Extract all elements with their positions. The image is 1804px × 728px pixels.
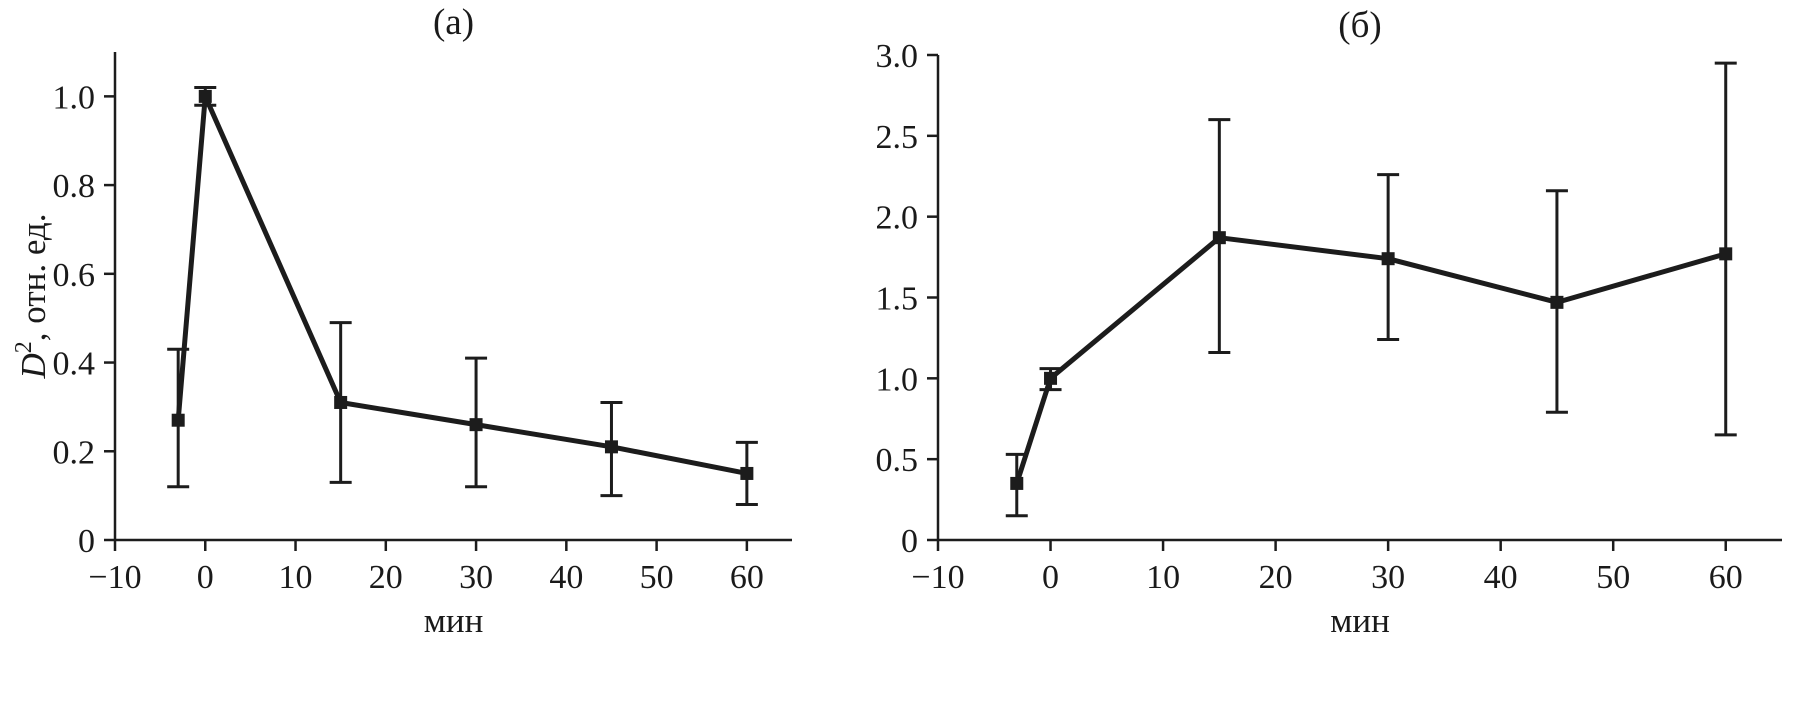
chart-panel-b: −10 0 10 20 30 40 50 6000.51.01.52.02.53.0(б)ми… xyxy=(876,5,1782,640)
chart-panel-a: −10 0 10 20 30 40 50 6000.20.40.60.81.0(а)минD2… xyxy=(11,2,792,640)
y-tick-label: 0 xyxy=(901,523,918,560)
x-tick-label: 40 xyxy=(1484,559,1518,596)
y-tick-label: 1.0 xyxy=(876,361,919,398)
x-tick-label: 10 xyxy=(279,559,313,596)
panel-title: (а) xyxy=(433,2,474,43)
x-tick-label: 0 xyxy=(1042,559,1059,596)
data-point xyxy=(1381,252,1395,266)
x-tick-label: 30 xyxy=(459,559,493,596)
y-tick-label: 0 xyxy=(78,523,95,560)
panel-title: (б) xyxy=(1338,5,1381,46)
data-point xyxy=(1212,231,1226,245)
x-tick-label: 40 xyxy=(549,559,583,596)
series-D2-relative xyxy=(1005,61,1737,518)
x-tick-label: 20 xyxy=(369,559,403,596)
data-line xyxy=(1014,235,1729,486)
y-tick-label: 1.0 xyxy=(53,79,96,116)
x-tick-label: −10 xyxy=(88,559,141,596)
data-point xyxy=(1550,295,1564,309)
y-tick-label: 2.0 xyxy=(876,200,919,237)
x-tick-label: 60 xyxy=(1709,559,1743,596)
data-point xyxy=(171,413,185,427)
x-tick-label: 0 xyxy=(197,559,214,596)
x-tick-label: 20 xyxy=(1259,559,1293,596)
x-tick-label: 50 xyxy=(1596,559,1630,596)
data-point xyxy=(604,440,618,454)
y-tick-label: 2.5 xyxy=(876,119,919,156)
y-tick-label: 0.4 xyxy=(53,346,96,383)
data-point xyxy=(1010,476,1024,490)
x-axis-label: мин xyxy=(424,601,484,640)
x-tick-label: 30 xyxy=(1371,559,1405,596)
x-tick-label: 10 xyxy=(1146,559,1180,596)
x-tick-label: 50 xyxy=(640,559,674,596)
y-axis-label: D2, отн. ед. xyxy=(11,214,53,380)
x-axis-label: мин xyxy=(1330,601,1390,640)
data-point xyxy=(334,395,348,409)
data-point xyxy=(469,418,483,432)
data-point xyxy=(198,89,212,103)
y-tick-label: 0.2 xyxy=(53,434,96,471)
y-tick-label: 0.5 xyxy=(876,442,919,479)
y-tick-label: 1.5 xyxy=(876,281,919,318)
data-line xyxy=(175,93,750,476)
y-tick-label: 0.8 xyxy=(53,168,96,205)
data-point xyxy=(740,466,754,480)
y-tick-label: 3.0 xyxy=(876,38,919,75)
data-point xyxy=(1719,247,1733,261)
x-tick-label: −10 xyxy=(911,559,964,596)
y-tick-label: 0.6 xyxy=(53,257,96,294)
x-tick-label: 60 xyxy=(730,559,764,596)
data-point xyxy=(1044,371,1058,385)
series-D2-relative xyxy=(167,85,758,507)
